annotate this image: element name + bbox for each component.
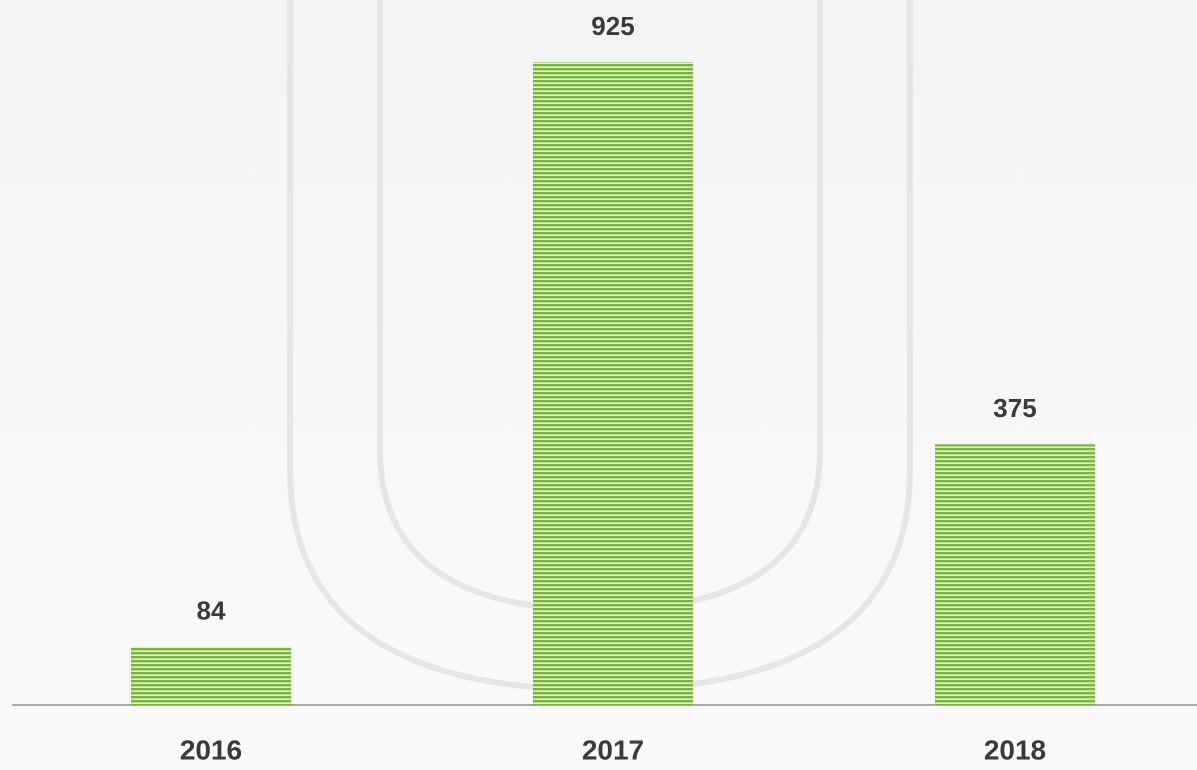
data-label: 925 [591,11,634,41]
x-tick-label: 2017 [582,734,644,765]
x-tick-label: 2016 [180,734,242,765]
x-tick-label: 2018 [984,734,1046,765]
bar [533,62,693,705]
data-label: 84 [197,595,226,625]
bar [131,646,291,705]
bar [935,444,1095,705]
data-label: 375 [993,393,1036,423]
